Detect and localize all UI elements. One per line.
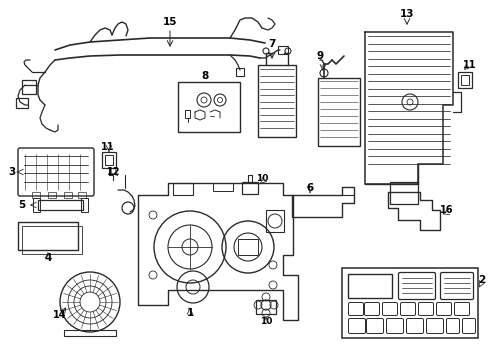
Bar bbox=[278, 46, 288, 54]
Bar bbox=[38, 200, 83, 210]
Bar bbox=[238, 239, 258, 255]
Text: 8: 8 bbox=[201, 71, 209, 81]
Text: 12: 12 bbox=[107, 167, 121, 177]
Bar bbox=[242, 182, 258, 194]
Bar bbox=[318, 78, 360, 146]
Text: 1: 1 bbox=[186, 308, 194, 318]
Text: 10: 10 bbox=[256, 174, 268, 183]
Text: 13: 13 bbox=[400, 9, 414, 19]
Text: 11: 11 bbox=[101, 142, 115, 152]
Text: 6: 6 bbox=[306, 183, 314, 193]
Bar bbox=[458, 72, 472, 88]
Text: 2: 2 bbox=[478, 275, 486, 285]
Text: 3: 3 bbox=[8, 167, 16, 177]
Bar bbox=[266, 210, 284, 232]
Bar bbox=[48, 192, 56, 198]
Bar bbox=[461, 75, 469, 85]
Bar bbox=[348, 274, 392, 298]
Bar bbox=[64, 192, 72, 198]
Bar bbox=[22, 80, 36, 94]
Bar bbox=[102, 152, 116, 168]
Bar bbox=[81, 198, 88, 212]
Text: 10: 10 bbox=[260, 318, 272, 327]
Text: 14: 14 bbox=[53, 310, 67, 320]
Text: 16: 16 bbox=[440, 205, 454, 215]
Text: 15: 15 bbox=[163, 17, 177, 27]
Bar bbox=[18, 222, 78, 250]
Text: 9: 9 bbox=[317, 51, 323, 61]
Bar bbox=[16, 98, 28, 108]
Bar bbox=[33, 198, 40, 212]
Text: 4: 4 bbox=[44, 253, 51, 263]
Bar bbox=[78, 192, 86, 198]
Bar bbox=[173, 183, 193, 195]
Text: 7: 7 bbox=[269, 39, 276, 49]
Text: 5: 5 bbox=[19, 200, 25, 210]
Bar bbox=[390, 182, 418, 204]
Bar bbox=[342, 268, 478, 338]
Bar bbox=[258, 65, 296, 137]
Text: 11: 11 bbox=[463, 60, 477, 70]
Bar bbox=[105, 155, 113, 165]
Bar bbox=[64, 330, 116, 336]
Bar bbox=[22, 226, 82, 254]
Bar bbox=[32, 192, 40, 198]
Bar bbox=[236, 68, 244, 76]
Bar bbox=[256, 300, 276, 314]
Bar bbox=[178, 82, 240, 132]
Bar bbox=[213, 183, 233, 191]
